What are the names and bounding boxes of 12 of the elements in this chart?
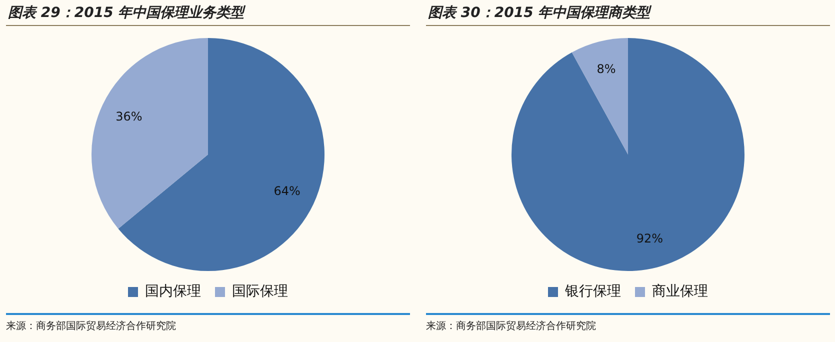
source-note: 来源：商务部国际贸易经济合作研究院 bbox=[426, 313, 830, 333]
chart-title: 图表 30：2015 年中国保理商类型 bbox=[426, 0, 830, 26]
source-note: 来源：商务部国际贸易经济合作研究院 bbox=[6, 313, 410, 333]
legend-label: 国内保理 bbox=[145, 284, 201, 300]
data-label: 36% bbox=[116, 109, 142, 124]
chart-title: 图表 29：2015 年中国保理业务类型 bbox=[6, 0, 410, 26]
data-label: 8% bbox=[596, 62, 616, 76]
legend-label: 银行保理 bbox=[564, 284, 621, 300]
legend-label: 国际保理 bbox=[232, 284, 288, 300]
legend-label: 商业保理 bbox=[652, 284, 708, 300]
data-label: 64% bbox=[274, 184, 300, 198]
data-label: 92% bbox=[636, 231, 664, 246]
